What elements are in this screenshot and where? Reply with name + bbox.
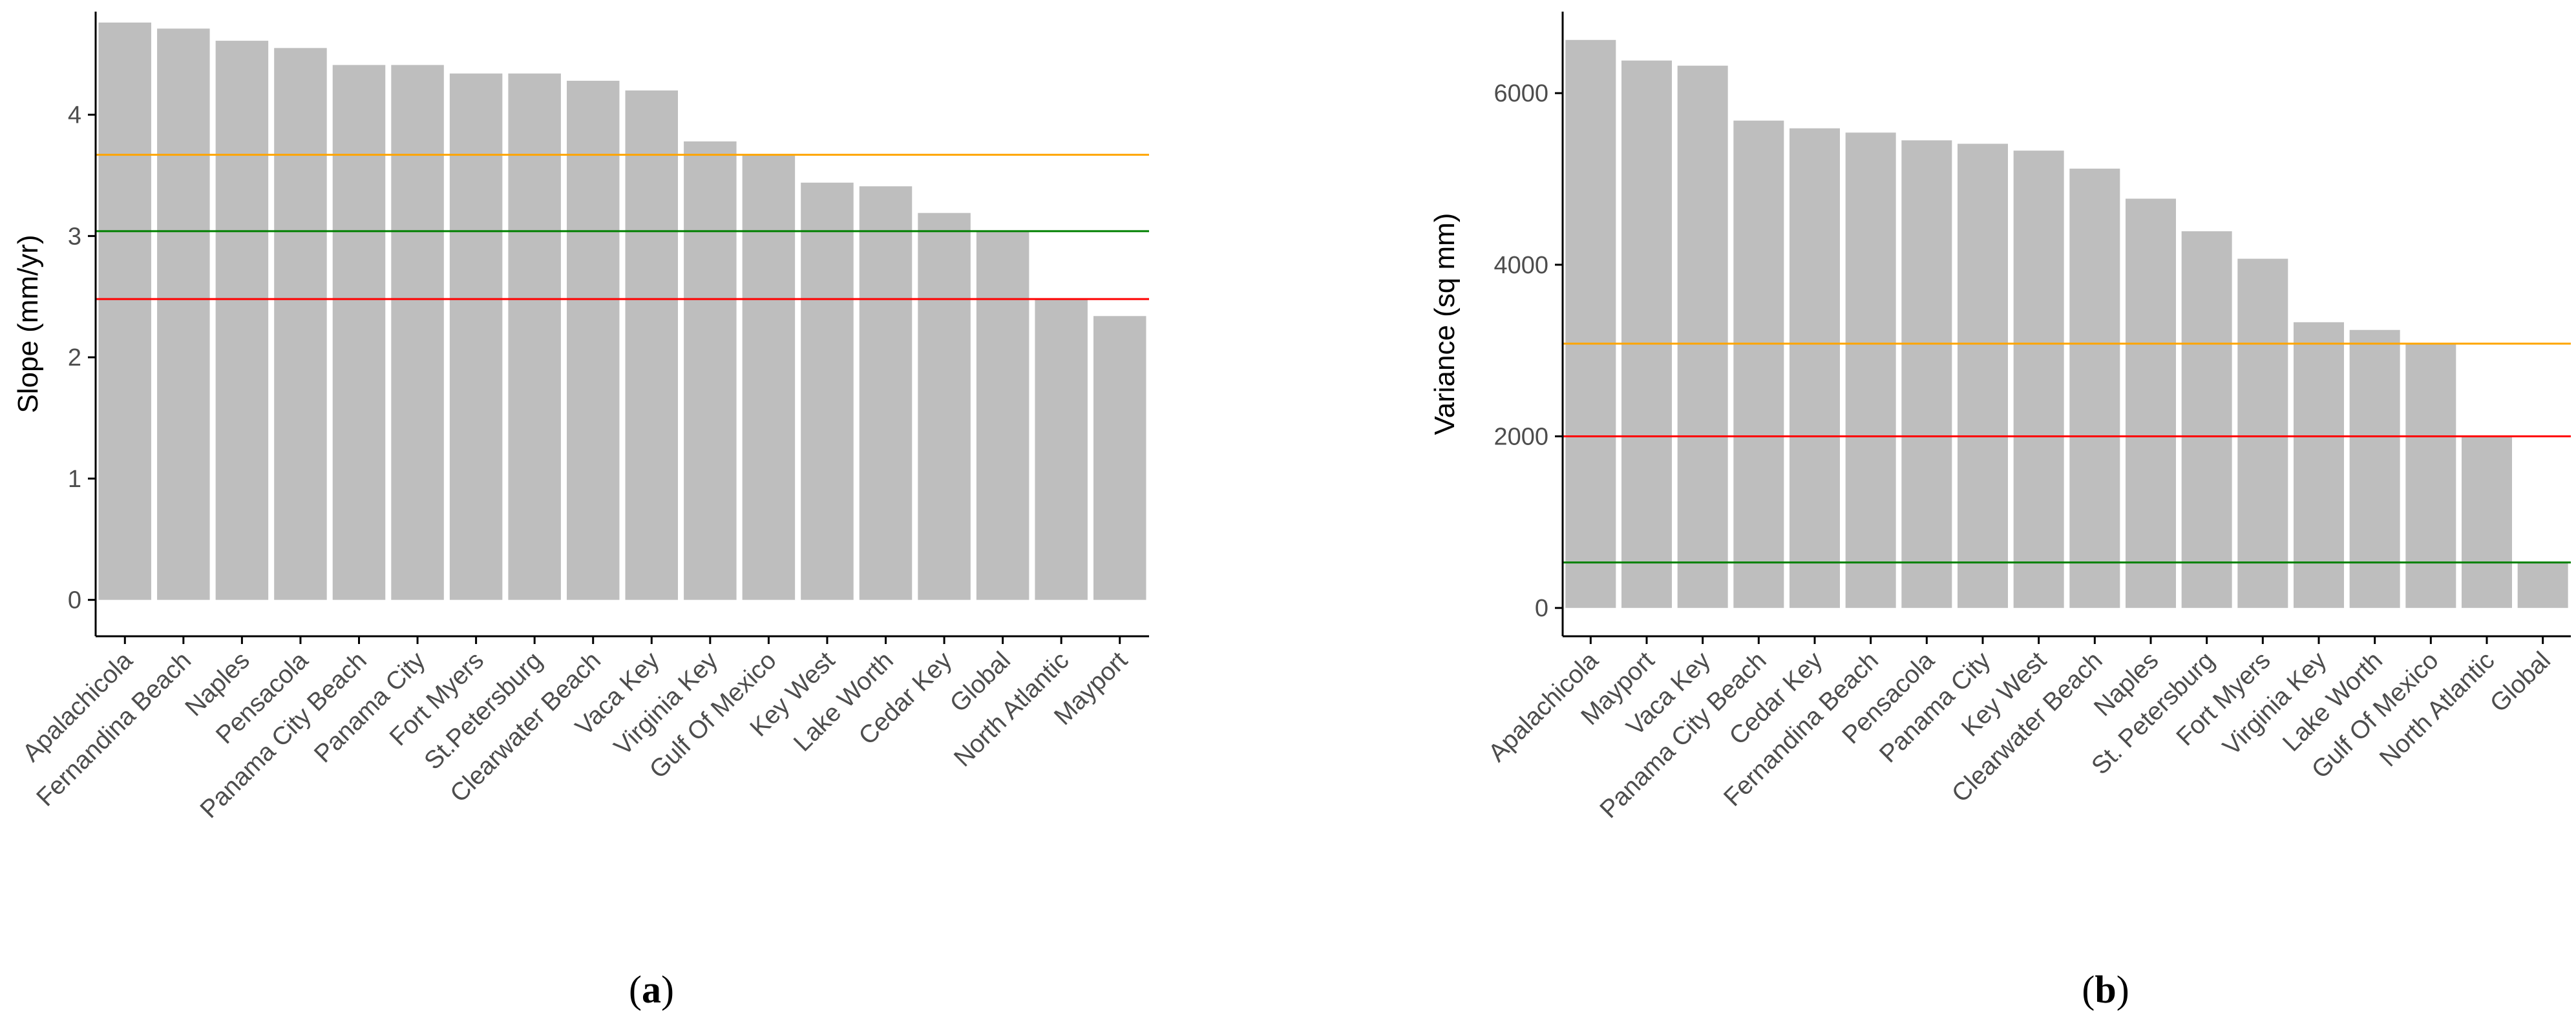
bar: [1733, 120, 1784, 608]
bar: [1035, 299, 1088, 600]
bar: [859, 186, 913, 600]
bar: [976, 231, 1029, 600]
y-tick-label: 3: [68, 223, 81, 250]
panel-label: (b): [2082, 968, 2129, 1011]
y-tick-label: 4: [68, 102, 81, 129]
bar: [2405, 344, 2456, 608]
bar: [274, 48, 327, 600]
bar: [1093, 316, 1146, 600]
bar: [1677, 65, 1728, 608]
panel-label-open: (: [629, 968, 642, 1011]
bar: [1958, 143, 2008, 608]
panel-label-open: (: [2082, 968, 2095, 1011]
y-tick-label: 0: [1535, 595, 1548, 622]
bar: [391, 65, 444, 600]
bar: [1845, 132, 1896, 608]
panel-label-letter: a: [642, 968, 661, 1011]
y-tick-label: 2000: [1494, 424, 1548, 451]
bar: [1621, 60, 1672, 608]
bar: [2462, 436, 2512, 608]
x-tick-label: Global: [2485, 647, 2556, 718]
bar: [2349, 329, 2400, 608]
y-tick-label: 2: [68, 344, 81, 371]
bar: [566, 81, 620, 600]
bar: [918, 213, 971, 600]
y-axis-title: Variance (sq mm): [1429, 213, 1461, 435]
bar: [625, 90, 679, 600]
bar: [1901, 140, 1952, 608]
bar: [742, 154, 796, 600]
bar: [1789, 128, 1840, 608]
bar: [508, 73, 561, 600]
panel-label-letter: b: [2095, 968, 2116, 1011]
panel-label-close: ): [2117, 968, 2129, 1011]
y-axis-title: Slope (mm/yr): [12, 234, 44, 413]
bar: [2126, 198, 2176, 608]
panel-label-close: ): [661, 968, 674, 1011]
bar: [215, 41, 269, 600]
bar: [801, 182, 854, 600]
bar: [2237, 258, 2288, 608]
bar: [157, 28, 210, 600]
bar: [2181, 231, 2232, 608]
bar: [1565, 39, 1616, 608]
bar: [684, 141, 737, 600]
bar: [332, 65, 386, 600]
y-tick-label: 6000: [1494, 80, 1548, 107]
y-tick-label: 0: [68, 587, 81, 614]
bar: [98, 22, 152, 600]
bar: [2517, 562, 2568, 608]
bar: [2069, 169, 2120, 608]
bars: [98, 22, 1146, 600]
y-tick-label: 4000: [1494, 252, 1548, 279]
bars: [1565, 39, 2568, 608]
panel-label: (a): [629, 968, 674, 1011]
bar: [2294, 322, 2344, 608]
bar: [2013, 151, 2064, 608]
y-tick-label: 1: [68, 466, 81, 493]
bar: [449, 73, 503, 600]
